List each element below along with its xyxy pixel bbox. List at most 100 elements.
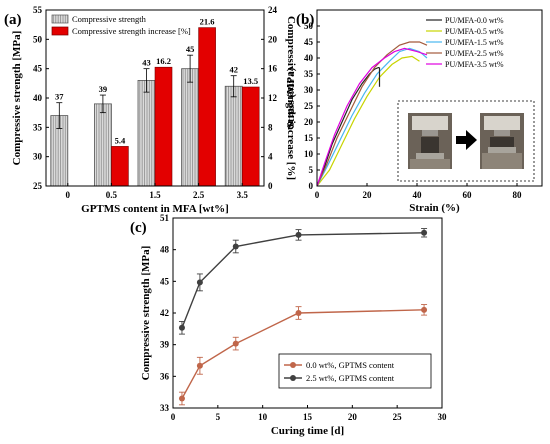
y-right-tick-label: 24 (268, 5, 278, 15)
y-tick-label: 30 (304, 85, 314, 95)
y-right-tick-label: 8 (268, 122, 273, 132)
legend-label: 0.0 wt%, GPTMS content (306, 360, 395, 370)
lower-platen (416, 153, 444, 159)
y-right-tick-label: 0 (268, 181, 273, 191)
chart-stress-strain: 0 20 40 60 80 0 5 10 15 20 25 30 35 40 45 50 Strain (%) S… (285, 9, 543, 214)
sample-cylinder (421, 137, 439, 153)
curve-pu-mfa-0-0-wt- (316, 67, 380, 187)
lower-platen (488, 147, 516, 153)
bar-compressive-strength (181, 68, 200, 187)
bar-strength-increase (198, 27, 216, 187)
bar-strength-increase (154, 66, 173, 187)
x-tick-label: 20 (348, 412, 358, 422)
y-tick-label: 48 (160, 245, 170, 255)
bar-compressive-strength (224, 85, 243, 187)
y-right-tick-label: 20 (268, 34, 278, 44)
data-label-strength: 42 (229, 65, 238, 75)
legend-label: 2.5 wt%, GPTMS content (306, 373, 395, 383)
data-label-strength: 39 (99, 84, 108, 94)
data-point (421, 229, 428, 236)
y-tick-label: 55 (33, 5, 43, 15)
legend-swatch-strength (51, 14, 69, 24)
x-axis-label: GPTMS content in MFA [wt%] (81, 203, 229, 215)
chart-strength-vs-curing-time: 0 5 10 15 20 25 30 33 36 39 42 45 48 51 Curing time [d… (140, 213, 447, 437)
data-label-increase: 13.5 (243, 76, 258, 86)
arrow-head (466, 130, 477, 150)
curve-pu-mfa-2-5-wt- (316, 41, 428, 187)
legend-label: PU/MFA-3.5 wt% (445, 60, 504, 69)
y-tick-label: 5 (309, 165, 314, 175)
panel-label-a: (a) (4, 12, 22, 28)
legend-label: PU/MFA-0.0 wt% (445, 16, 504, 25)
upper-platen (412, 116, 448, 130)
x-tick-label: 0 (315, 190, 320, 200)
machine-base (410, 159, 450, 169)
curve-pu-mfa-3-5-wt- (316, 47, 428, 187)
y-tick-label: 25 (33, 181, 43, 191)
y-tick-label: 39 (160, 340, 170, 350)
platen-stem (422, 130, 438, 136)
y-tick-label: 35 (33, 122, 43, 132)
panel-label-b: (b) (296, 12, 314, 28)
x-tick-label: 0.5 (106, 190, 118, 200)
y-tick-label: 40 (33, 93, 43, 103)
y-tick-label: 50 (304, 21, 314, 31)
machine-base (482, 153, 522, 169)
y-tick-label: 45 (160, 276, 170, 286)
data-point (178, 395, 185, 402)
data-point (196, 279, 203, 286)
y-tick-label: 10 (304, 149, 314, 159)
bar-compressive-strength (94, 103, 112, 187)
upper-platen (484, 116, 520, 130)
y-tick-label: 30 (33, 152, 43, 162)
data-label-increase: 5.4 (115, 135, 126, 145)
data-point (196, 362, 203, 369)
legend-label: PU/MFA-2.5 wt% (445, 49, 504, 58)
legend-box (278, 353, 432, 389)
x-tick-label: 0 (66, 190, 71, 200)
x-tick-label: 80 (513, 190, 523, 200)
x-tick-label: 25 (393, 412, 403, 422)
y-tick-label: 35 (304, 69, 314, 79)
y-tick-label: 40 (304, 53, 314, 63)
y-tick-label: 15 (304, 133, 314, 143)
data-label-increase: 21.6 (200, 17, 215, 27)
x-axis-label: Curing time [d] (271, 425, 344, 437)
x-tick-label: 1.5 (149, 190, 161, 200)
curve-pu-mfa-0-5-wt- (316, 55, 420, 187)
y-right-axis-label: Compressive strength increase [%] (285, 16, 297, 180)
data-label-increase: 16.2 (156, 56, 171, 66)
data-label-strength: 45 (186, 44, 195, 54)
x-tick-label: 0 (171, 412, 176, 422)
x-axis-label: Strain (%) (409, 202, 460, 214)
legend-label: PU/MFA-1.5 wt% (445, 38, 504, 47)
data-point (295, 231, 302, 238)
legend-marker (290, 375, 296, 381)
data-point (295, 310, 302, 316)
y-right-tick-label: 16 (268, 64, 278, 74)
y-right-tick-label: 4 (268, 152, 273, 162)
y-right-tick-label: 12 (268, 93, 278, 103)
inset-photos (397, 100, 535, 182)
plot-frame (316, 9, 543, 187)
bar-strength-increase (111, 146, 129, 187)
x-tick-label: 60 (463, 190, 473, 200)
y-tick-label: 36 (160, 371, 170, 381)
arrow-shaft (456, 136, 467, 144)
y-axis-label: Compressive strength [MPa] (11, 31, 23, 166)
y-tick-label: 33 (160, 403, 170, 413)
y-tick-label: 25 (304, 101, 314, 111)
x-tick-label: 10 (258, 412, 268, 422)
x-tick-label: 40 (413, 190, 423, 200)
legend-label-increase: Compressive strength increase [%] (72, 26, 191, 36)
compression-photo (408, 113, 452, 169)
x-tick-label: 20 (363, 190, 373, 200)
y-tick-label: 20 (304, 117, 314, 127)
y-axis-label: Compressive strength [MPa] (140, 246, 152, 381)
legend-marker (290, 362, 296, 368)
x-tick-label: 30 (438, 412, 448, 422)
y-tick-label: 50 (33, 34, 43, 44)
y-axis-label: Stress (MPa) (285, 67, 297, 128)
